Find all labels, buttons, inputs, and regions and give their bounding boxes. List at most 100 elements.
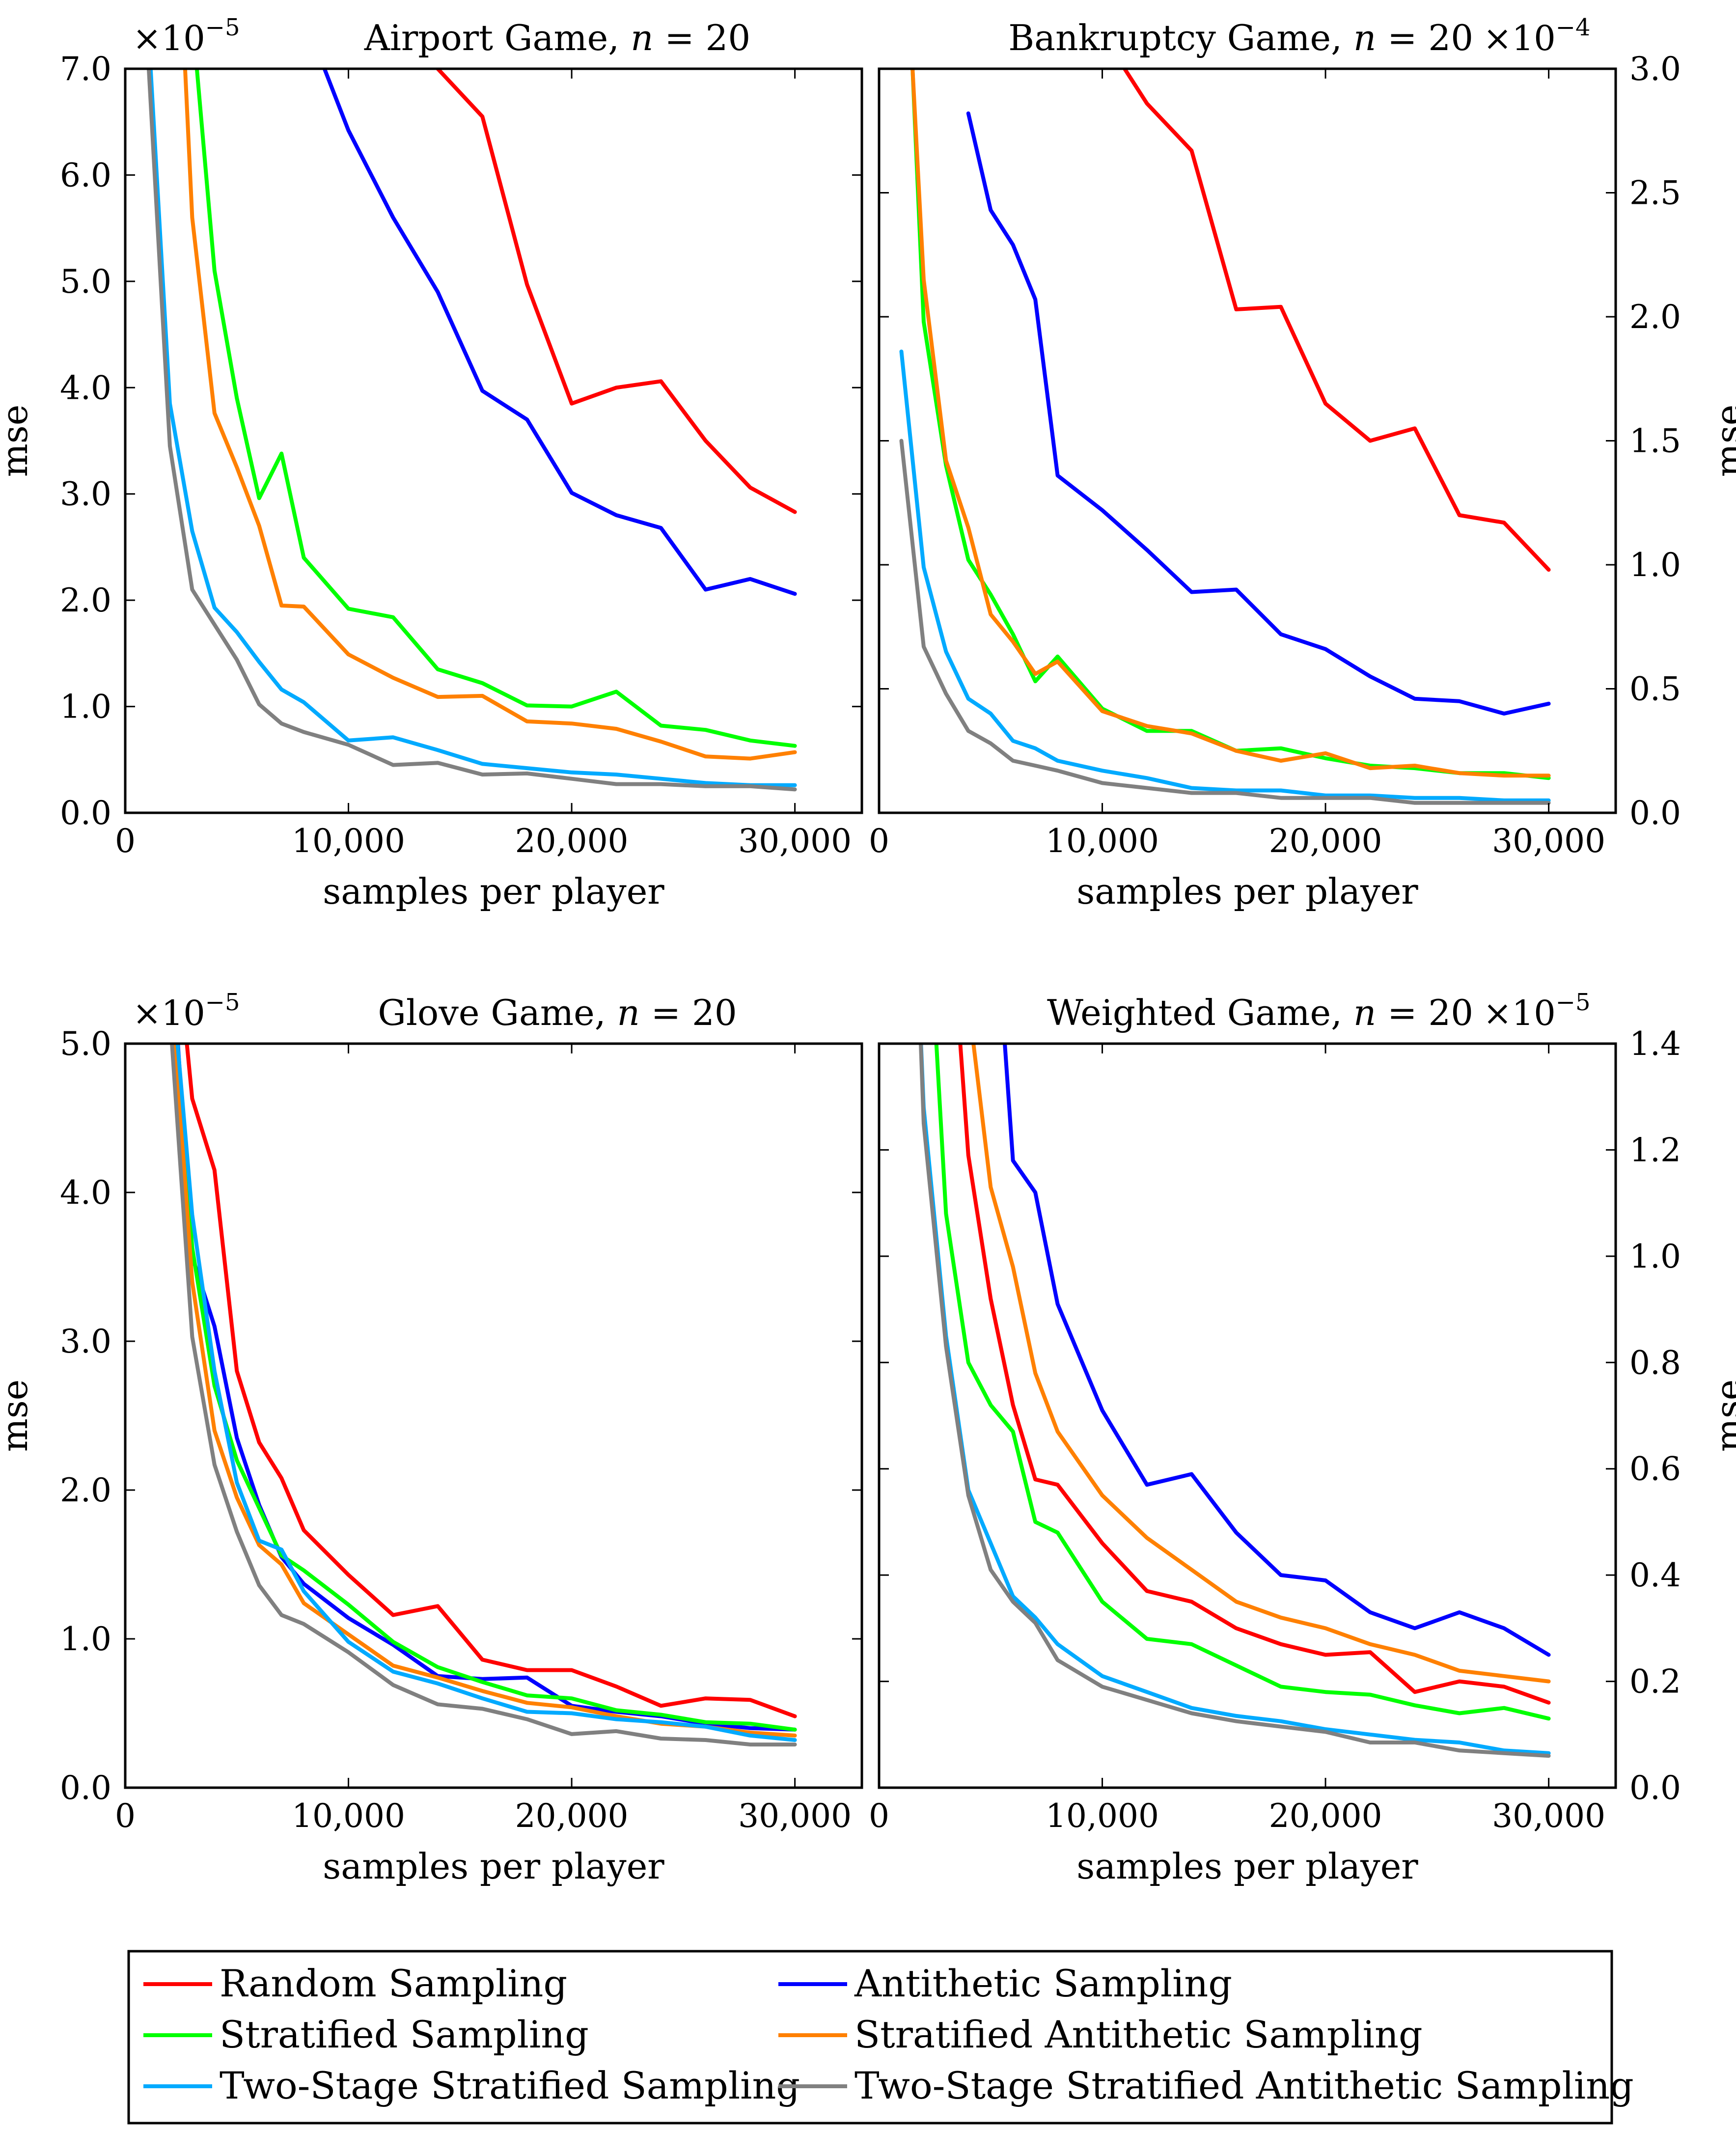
x-tick-label: 20,000 — [1269, 1797, 1382, 1835]
series-line-random — [1122, 69, 1551, 572]
y-axis-label: mse — [1708, 1380, 1736, 1452]
series-line-antithetic — [966, 111, 1551, 716]
series-line-two-stage — [175, 1044, 797, 1742]
series-line-random — [958, 1044, 1551, 1705]
series-line-antithetic — [322, 69, 797, 596]
x-tick-label: 0 — [115, 822, 136, 860]
y-tick-label: 3.0 — [60, 475, 111, 513]
axis-multiplier: ×10−4 — [1483, 14, 1591, 58]
chart-panel-4: 0 10,000 20,000 30,000 0.0 0.2 0.4 0.6 0.8 1.0 1.2… — [869, 989, 1736, 1887]
axis-multiplier: ×10−5 — [133, 14, 240, 58]
x-tick-label: 30,000 — [1492, 1797, 1605, 1835]
y-tick-label: 2.0 — [60, 1471, 111, 1509]
x-tick-label: 10,000 — [1046, 1797, 1159, 1835]
x-axis-label: samples per player — [323, 871, 664, 912]
series-line-stratified — [934, 1044, 1551, 1721]
y-tick-label: 4.0 — [60, 1174, 111, 1212]
series-line-stratified-antithetic — [183, 69, 797, 761]
y-tick-label: 5.0 — [60, 263, 111, 301]
axis-multiplier: ×10−5 — [133, 989, 240, 1033]
legend: Random Sampling Antithetic Sampling Strati… — [127, 1950, 1634, 2125]
chart-panel-1: 0 10,000 20,000 30,000 0.0 1.0 2.0 3.0 4.0 5.0 6.0… — [0, 14, 863, 912]
x-tick-label: 20,000 — [515, 1797, 629, 1835]
chart-title: Airport Game, n = 20 — [364, 17, 750, 58]
legend-label: Stratified Antithetic Sampling — [854, 2013, 1423, 2056]
series-group — [170, 1044, 797, 1747]
plot-frame — [878, 1042, 1617, 1789]
series-line-stratified-antithetic — [971, 1044, 1551, 1684]
y-tick-label: 0.0 — [1629, 1769, 1681, 1807]
y-tick-label: 1.2 — [1629, 1131, 1681, 1169]
plot-frame — [878, 67, 1617, 814]
chart-title: Bankruptcy Game, n = 20 — [1008, 17, 1473, 58]
y-tick-label: 2.0 — [1629, 298, 1681, 336]
legend-label: Two-Stage Stratified Antithetic Sampling — [854, 2064, 1634, 2107]
series-group — [146, 69, 797, 792]
legend-label: Two-Stage Stratified Sampling — [220, 2064, 800, 2107]
y-tick-label: 0.2 — [1629, 1663, 1681, 1701]
series-line-stratified — [194, 69, 797, 748]
x-tick-label: 0 — [115, 1797, 136, 1835]
y-tick-label: 4.0 — [60, 369, 111, 407]
x-tick-label: 0 — [869, 1797, 889, 1835]
legend-box — [127, 1950, 1613, 2125]
x-tick-label: 10,000 — [1046, 822, 1159, 860]
series-line-stratified — [174, 1044, 797, 1732]
plot-frame — [124, 67, 863, 814]
plot-frame — [124, 1042, 863, 1789]
series-line-two-stage — [919, 1044, 1551, 1755]
y-tick-label: 1.0 — [60, 1620, 111, 1658]
legend-item-two-stage-antithetic: Two-Stage Stratified Antithetic Sampling — [778, 2064, 1634, 2107]
legend-label: Stratified Sampling — [220, 2013, 589, 2056]
x-tick-label: 10,000 — [292, 1797, 405, 1835]
legend-item-stratified-antithetic: Stratified Antithetic Sampling — [778, 2013, 1423, 2056]
x-tick-label: 20,000 — [1269, 822, 1382, 860]
x-tick-label: 30,000 — [1492, 822, 1605, 860]
series-line-antithetic — [1003, 1044, 1551, 1657]
series-line-two-stage-antithetic — [918, 1044, 1551, 1758]
series-line-two-stage-antithetic — [146, 69, 797, 792]
series-line-two-stage-antithetic — [170, 1044, 797, 1747]
legend-item-random: Random Sampling — [143, 1962, 567, 2005]
series-line-stratified-antithetic — [910, 69, 1551, 778]
chart-title: Glove Game, n = 20 — [378, 992, 737, 1033]
series-line-two-stage-antithetic — [899, 439, 1551, 805]
chart-panel-2: 0 10,000 20,000 30,000 0.0 0.5 1.0 1.5 2.0 2.5 3.0… — [869, 14, 1736, 912]
chart-panel-3: 0 10,000 20,000 30,000 0.0 1.0 2.0 3.0 4.0 5.0 sam… — [0, 989, 863, 1887]
y-tick-label: 2.5 — [1629, 174, 1681, 212]
y-tick-label: 7.0 — [60, 50, 111, 88]
y-tick-label: 0.4 — [1629, 1556, 1681, 1594]
series-line-stratified — [910, 69, 1551, 780]
legend-item-stratified: Stratified Sampling — [143, 2013, 589, 2056]
legend-item-two-stage: Two-Stage Stratified Sampling — [143, 2064, 800, 2107]
y-tick-label: 1.0 — [60, 688, 111, 726]
legend-label: Random Sampling — [220, 1962, 567, 2005]
series-group — [899, 69, 1551, 805]
y-axis-label: mse — [0, 405, 35, 477]
x-tick-label: 30,000 — [738, 822, 852, 860]
x-tick-label: 20,000 — [515, 822, 629, 860]
y-tick-label: 1.5 — [1629, 422, 1681, 460]
y-axis-label: mse — [1708, 405, 1736, 477]
y-tick-label: 5.0 — [60, 1025, 111, 1063]
y-tick-label: 6.0 — [60, 156, 111, 194]
y-tick-label: 1.0 — [1629, 546, 1681, 584]
series-line-random — [185, 1044, 797, 1718]
y-tick-label: 0.8 — [1629, 1344, 1681, 1382]
y-tick-label: 3.0 — [60, 1323, 111, 1360]
y-axis-label: mse — [0, 1380, 35, 1452]
series-line-two-stage — [148, 69, 797, 787]
series-line-antithetic — [176, 1044, 797, 1732]
y-tick-label: 2.0 — [60, 581, 111, 619]
y-tick-label: 0.0 — [60, 794, 111, 832]
x-axis-label: samples per player — [323, 1846, 664, 1887]
chart-title: Weighted Game, n = 20 — [1047, 992, 1473, 1033]
x-tick-label: 0 — [869, 822, 889, 860]
x-axis-label: samples per player — [1076, 1846, 1418, 1887]
y-tick-label: 0.5 — [1629, 670, 1681, 708]
series-group — [918, 1044, 1551, 1758]
x-tick-label: 30,000 — [738, 1797, 852, 1835]
y-tick-label: 0.0 — [60, 1769, 111, 1807]
series-line-random — [435, 69, 797, 514]
